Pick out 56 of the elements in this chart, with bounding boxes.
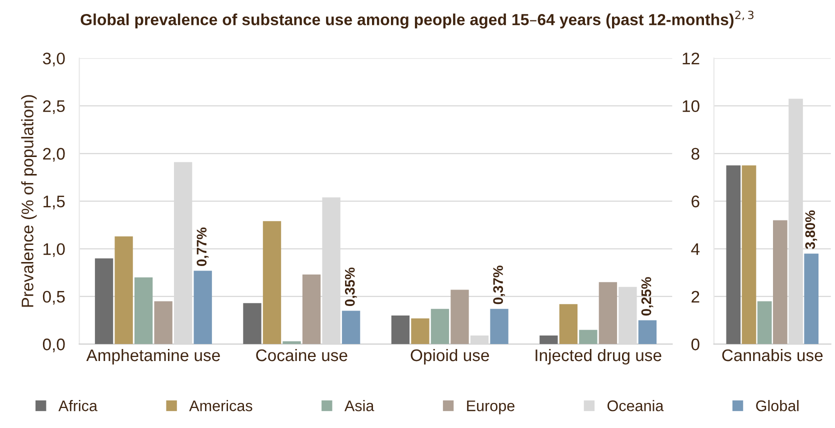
y-tick-label: 1,5 [44, 196, 65, 210]
bar [773, 220, 788, 344]
bar [638, 320, 657, 344]
legend-label: Americas [189, 400, 252, 412]
y-tick-label: 6 [692, 196, 700, 208]
data-label: 0,37% [493, 266, 506, 304]
bar [450, 290, 469, 344]
bar [262, 221, 282, 344]
legend-label: Asia [344, 400, 374, 412]
data-label: 0,35% [344, 268, 357, 306]
x-tick-label: Opioid use [410, 348, 489, 365]
x-tick-label: Injected drug use [536, 348, 662, 365]
data-label: 0,25% [641, 277, 654, 316]
bar [579, 330, 598, 344]
y-tick-label: 8 [691, 148, 700, 160]
y-axis-title: Prevalence (% of population) [21, 95, 37, 307]
x-tick-label: Cocaine use [256, 348, 348, 362]
bar [757, 301, 772, 344]
legend-label: Global [756, 400, 798, 412]
bar [302, 274, 321, 344]
data-label: 0,77% [196, 228, 209, 266]
bar [342, 310, 360, 344]
legend-label: Africa [58, 400, 98, 412]
legend-label: Europe [467, 400, 514, 414]
legend-label: Oceania [608, 400, 664, 412]
bar [94, 258, 114, 344]
y-tick-label: 12 [682, 52, 700, 64]
bar [804, 254, 819, 344]
bar [490, 308, 508, 344]
y-tick-label: 0,5 [42, 290, 65, 305]
y-tick-label: 4 [691, 243, 700, 255]
y-tick-label: 2 [692, 290, 700, 302]
y-tick-label: 3,0 [42, 52, 65, 66]
y-tick-label: 2,5 [43, 100, 65, 114]
y-tick-label: 1,0 [44, 243, 65, 257]
bar [114, 236, 133, 344]
bar [411, 318, 430, 344]
bar [243, 303, 262, 344]
bar [726, 165, 741, 344]
data-label: 3,80% [805, 210, 818, 250]
bar [154, 301, 172, 344]
bar [540, 336, 558, 344]
bar [430, 308, 450, 344]
bar [742, 165, 756, 344]
bar [391, 316, 410, 344]
bar [559, 304, 578, 344]
y-tick-label: 2,0 [43, 148, 65, 162]
bar [598, 282, 618, 344]
y-tick-label: 0 [691, 338, 700, 350]
y-tick-label: 0,0 [42, 338, 65, 352]
chart-title: Global prevalence of substance use among people aged 15–64 years (past 12-months)$^{2,3}$ [80, 10, 754, 28]
x-tick-label: Amphetamine use [86, 348, 220, 365]
bar [134, 277, 153, 344]
y-tick-label: 10 [682, 100, 700, 112]
bar [194, 270, 212, 344]
x-tick-label: Cannabis use [722, 348, 823, 362]
